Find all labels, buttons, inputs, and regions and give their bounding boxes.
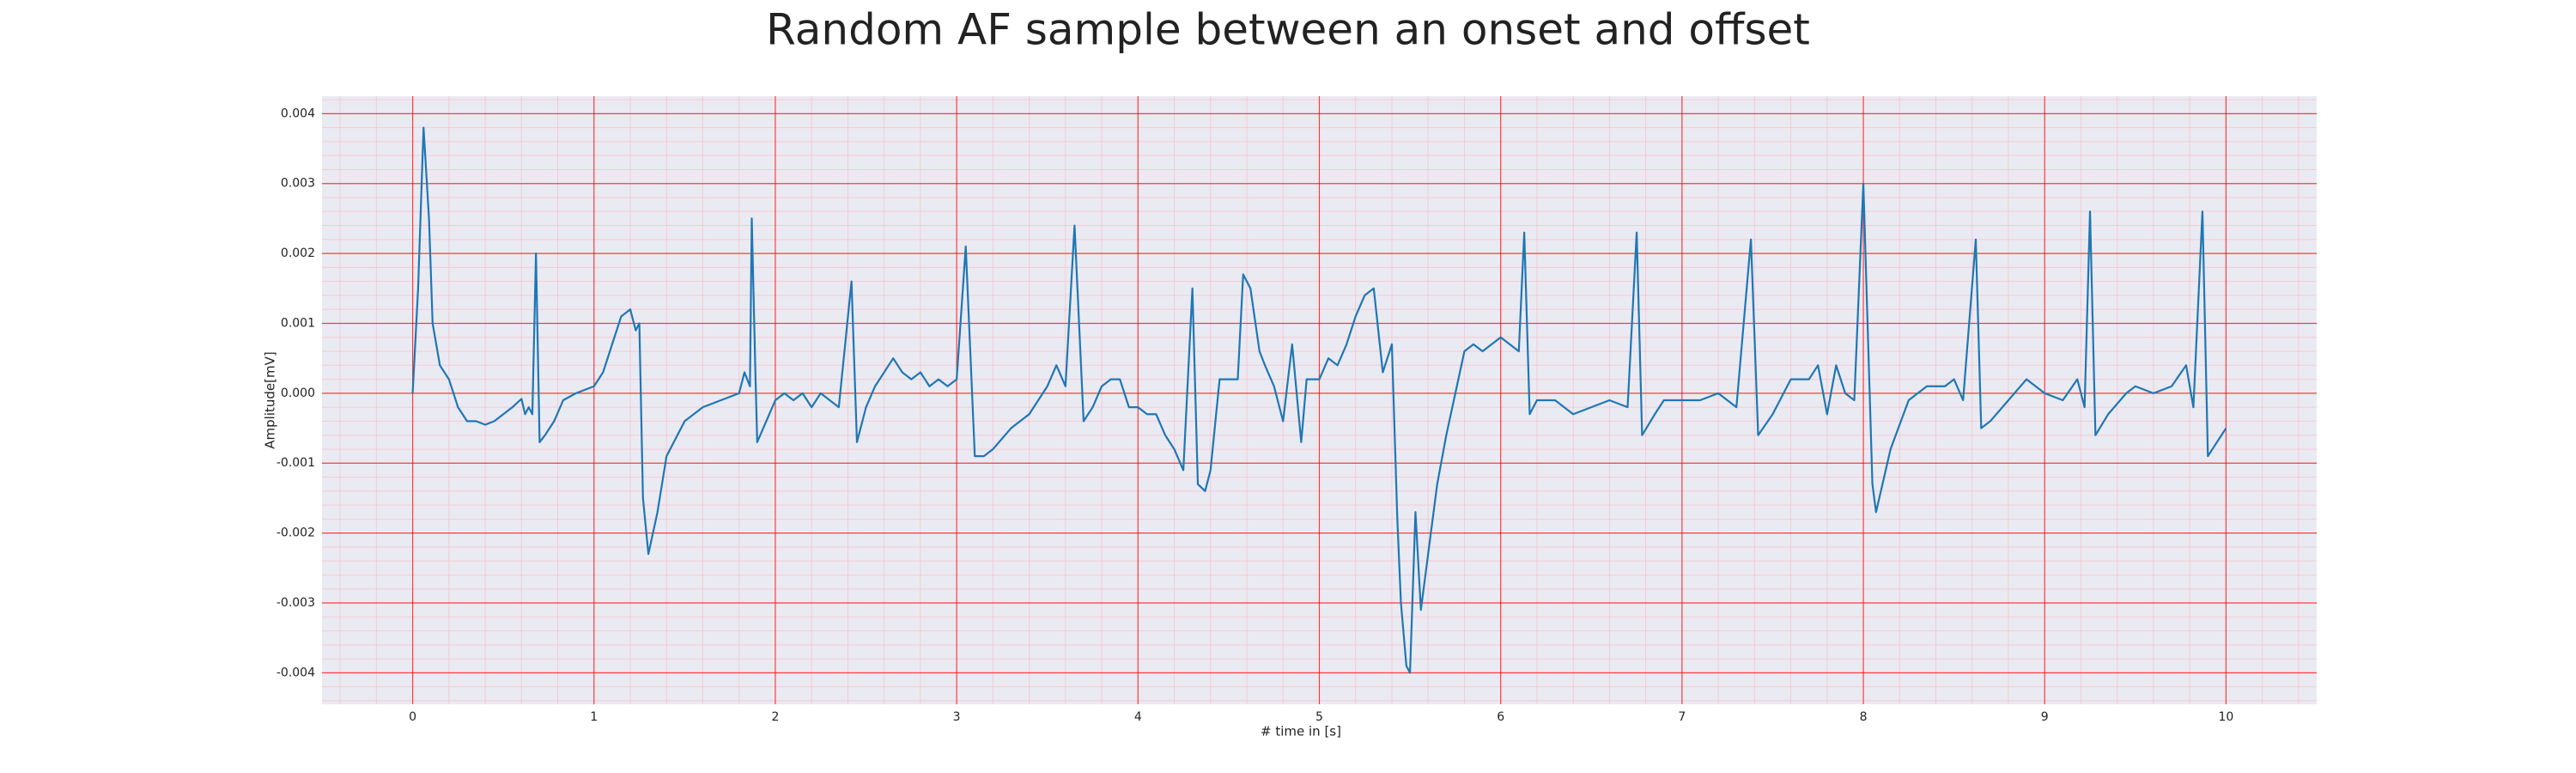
y-tick-label: 0.004 [281, 107, 315, 120]
x-tick-label: 0 [409, 710, 416, 724]
x-axis-label: # time in [s] [1261, 724, 1341, 740]
y-tick-label: 0.002 [281, 247, 315, 260]
signal-line [411, 126, 2227, 674]
x-tick-label: 9 [2041, 710, 2049, 724]
x-tick-label: 4 [1134, 710, 1142, 724]
y-tick-label: 0.000 [281, 386, 315, 400]
y-tick-label: 0.003 [281, 177, 315, 191]
y-tick-label: -0.004 [276, 666, 315, 679]
x-tick-label: 6 [1497, 710, 1504, 724]
y-axis-label: Amplitude[mV] [263, 351, 278, 448]
x-tick-label: 8 [1860, 710, 1868, 724]
x-tick-label: 7 [1678, 710, 1686, 724]
x-tick-label: 3 [953, 710, 961, 724]
x-tick-label: 2 [771, 710, 779, 724]
y-tick-label: 0.001 [281, 316, 315, 330]
x-tick-label: 5 [1315, 710, 1323, 724]
y-tick-label: -0.002 [276, 526, 315, 540]
x-tick-label: 1 [590, 710, 598, 724]
y-tick-label: -0.003 [276, 596, 315, 610]
x-tick-label: 10 [2218, 710, 2233, 724]
chart-title: Random AF sample between an onset and of… [766, 5, 1810, 55]
y-tick-label: -0.001 [276, 456, 315, 470]
